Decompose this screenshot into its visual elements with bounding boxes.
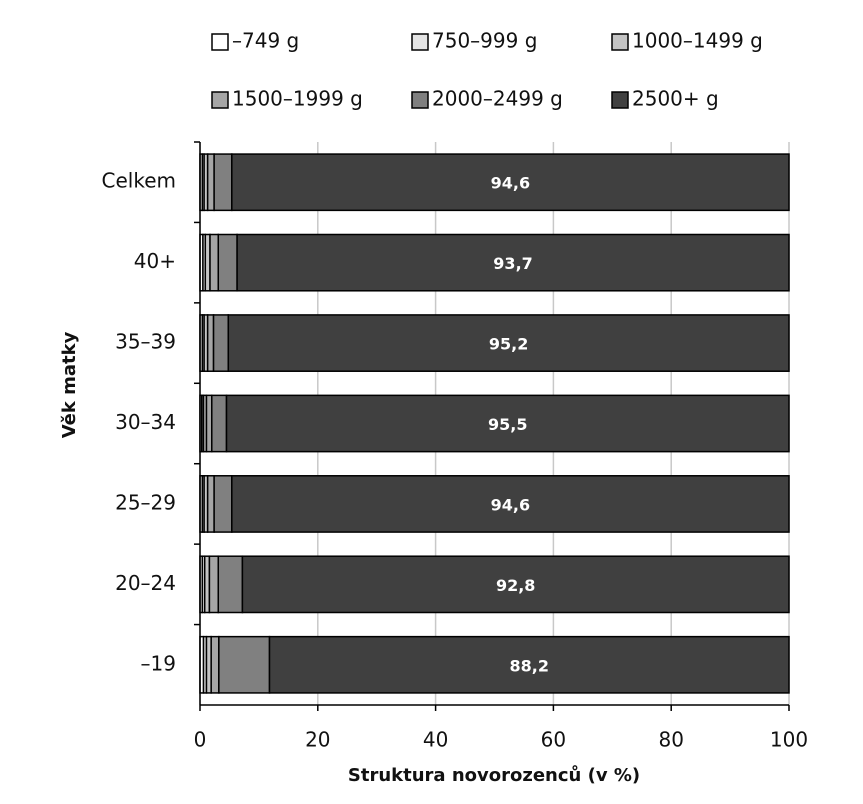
bar-segment: [211, 394, 228, 453]
legend-swatch: [411, 33, 429, 51]
x-tick-label: 80: [658, 728, 683, 752]
x-tick-label: 40: [423, 728, 448, 752]
x-tick-label: 20: [305, 728, 330, 752]
data-label: 88,2: [510, 656, 549, 675]
legend-label: –749 g: [232, 29, 299, 53]
legend-label: 750–999 g: [432, 29, 537, 53]
y-tick-label: 40+: [134, 249, 176, 273]
bar-segment: [218, 635, 271, 694]
y-tick-label: 30–34: [115, 410, 176, 434]
data-label: 92,8: [496, 576, 535, 595]
bar-segment: [225, 394, 790, 453]
bar-segment: [213, 153, 233, 212]
y-tick-label: 25–29: [115, 490, 176, 514]
x-tick-label: 100: [770, 728, 808, 752]
bar-segment: [209, 233, 220, 292]
legend-label: 1000–1499 g: [632, 29, 763, 53]
bar-segment: [213, 475, 233, 533]
bar-segment: [217, 233, 238, 292]
legend-swatch: [211, 91, 229, 109]
data-label: 93,7: [493, 254, 532, 273]
legend-swatch: [611, 33, 629, 51]
data-label: 95,5: [488, 415, 527, 434]
bar-segment: [241, 555, 790, 614]
bar-segment: [231, 475, 790, 533]
bar-segment: [217, 555, 244, 614]
legend-swatch: [611, 91, 629, 109]
bar-segment: [212, 314, 230, 372]
bar-segment: [236, 233, 790, 292]
bar-segment: [231, 153, 790, 212]
bar-segment: [206, 475, 215, 533]
data-label: 94,6: [491, 174, 530, 193]
y-tick-label: –19: [141, 651, 176, 675]
x-tick-label: 60: [541, 728, 566, 752]
bar-segment: [268, 635, 790, 694]
bar-segment: [205, 394, 213, 453]
y-tick-label: Celkem: [102, 169, 176, 193]
y-tick-label: 20–24: [115, 571, 176, 595]
data-label: 95,2: [489, 335, 528, 354]
y-axis-title: Věk matky: [59, 331, 80, 438]
x-axis-title: Struktura novorozenců (v %): [348, 764, 640, 786]
legend-label: 1500–1999 g: [232, 87, 363, 111]
legend-swatch: [411, 91, 429, 109]
data-label: 94,6: [491, 495, 530, 514]
legend-swatch: [211, 33, 229, 51]
bar-segment: [206, 314, 215, 372]
bar-segment: [227, 314, 790, 372]
bar-segment: [208, 555, 220, 614]
legend-label: 2500+ g: [632, 87, 719, 111]
bar-segment: [206, 153, 215, 212]
bar-segment: [210, 635, 220, 694]
x-tick-label: 0: [194, 728, 207, 752]
legend-label: 2000–2499 g: [432, 87, 563, 111]
y-tick-label: 35–39: [115, 330, 176, 354]
